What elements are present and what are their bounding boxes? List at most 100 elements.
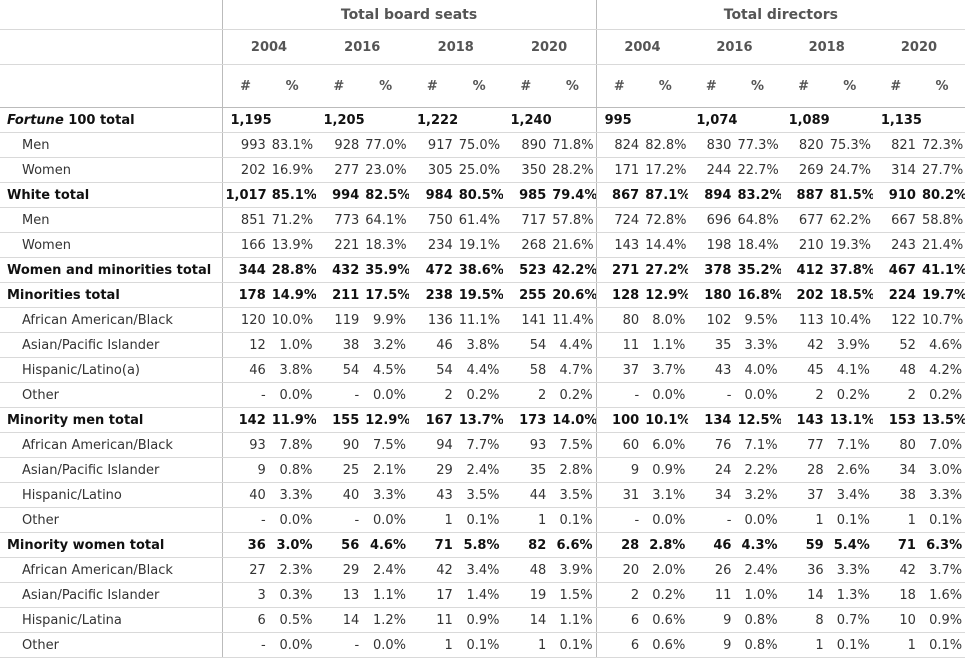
measure-header: % <box>918 64 965 108</box>
table-row: Men 993 83.1% 928 77.0% 917 75.0% 890 71.8% 824 82… <box>0 132 965 158</box>
measure-header: % <box>362 64 409 108</box>
cell: 305 <box>409 157 456 183</box>
year-header: 2020 <box>872 29 965 65</box>
row-label: Other <box>0 382 222 408</box>
measure-header: % <box>268 64 316 108</box>
table-row: White total 1,017 85.1% 994 82.5% 984 80.5% 985… <box>0 182 965 208</box>
cell: 1.0% <box>734 582 781 608</box>
table-row: Fortune 100 total 1,195 1,205 1,222 1,240 995… <box>0 107 965 133</box>
row-label-text: Men <box>22 212 50 228</box>
cell: 1 <box>872 507 919 533</box>
cell: 28 <box>595 532 643 558</box>
cell: 6 <box>221 607 269 633</box>
row-label-text: African American/Black <box>22 437 173 453</box>
cell: 64.8% <box>734 207 781 233</box>
row-label-text: African American/Black <box>22 562 173 578</box>
cell: 134 <box>688 407 735 433</box>
row-label-text: Asian/Pacific Islander <box>22 337 160 353</box>
cell: 35.2% <box>734 257 781 283</box>
table-row: Hispanic/Latino(a) 46 3.8% 54 4.5% 54 4.4% 58 4.… <box>0 357 965 383</box>
cell: 1.4% <box>455 582 503 608</box>
cell: 6.0% <box>642 432 689 458</box>
cell: 18.5% <box>826 282 873 308</box>
cell: 42 <box>872 557 919 583</box>
cell: 37 <box>595 357 643 383</box>
row-label-text: Women <box>22 237 71 253</box>
cell: 42.2% <box>549 257 597 283</box>
cell: 0.0% <box>268 632 316 658</box>
cell: 0.1% <box>826 632 873 658</box>
cell: 0.1% <box>455 507 503 533</box>
cell: 3.3% <box>734 332 781 358</box>
cell: 993 <box>221 132 269 158</box>
cell: 62.2% <box>826 207 873 233</box>
cell: 75.0% <box>455 132 503 158</box>
row-label-text: Hispanic/Latino(a) <box>22 362 140 378</box>
row-label-italic: Fortune <box>7 112 64 128</box>
cell: 2 <box>595 582 643 608</box>
cell: 11.1% <box>455 307 503 333</box>
cell: 271 <box>595 257 643 283</box>
cell: 890 <box>502 132 550 158</box>
cell: - <box>315 507 363 533</box>
cell: 58.8% <box>918 207 965 233</box>
table-row: Asian/Pacific Islander 9 0.8% 25 2.1% 29 2.4% 3… <box>0 457 965 483</box>
year-header: 2020 <box>502 29 597 65</box>
year-header: 2018 <box>780 29 873 65</box>
cell: 21.4% <box>918 232 965 258</box>
row-label: Other <box>0 507 222 533</box>
table-row: Other -0.0% -0.0% 1 0.1% 1 0.1% -0.0% -0.0% 1 0.1%… <box>0 507 965 533</box>
cell: 3.0% <box>918 457 965 483</box>
cell: - <box>315 382 363 408</box>
cell: 2.4% <box>362 557 409 583</box>
table-row: Asian/Pacific Islander 3 0.3% 13 1.1% 17 1.4% 1… <box>0 582 965 608</box>
cell: 3.5% <box>455 482 503 508</box>
cell: 80.2% <box>918 182 965 208</box>
cell: 60 <box>595 432 643 458</box>
cell: 9 <box>595 457 643 483</box>
cell: 153 <box>872 407 919 433</box>
row-label: African American/Black <box>0 432 222 458</box>
cell: 12 <box>221 332 269 358</box>
cell: 6 <box>595 632 643 658</box>
table-row: African American/Black 27 2.3% 29 2.4% 42 3.4%… <box>0 557 965 583</box>
cell: 11.9% <box>268 407 316 433</box>
cell: 0.0% <box>362 382 409 408</box>
measure-header: # <box>688 64 735 108</box>
row-label-text: Minority men total <box>7 412 144 428</box>
cell: 1 <box>409 632 456 658</box>
cell: 71.2% <box>268 207 316 233</box>
cell: 244 <box>688 157 735 183</box>
cell: 3.3% <box>826 557 873 583</box>
cell: 224 <box>872 282 919 308</box>
cell: 2.4% <box>734 557 781 583</box>
cell: 171 <box>595 157 643 183</box>
cell: 46 <box>409 332 456 358</box>
cell: 0.0% <box>642 507 689 533</box>
cell: 2.3% <box>268 557 316 583</box>
cell: 19.3% <box>826 232 873 258</box>
cell: 16.9% <box>268 157 316 183</box>
cell: 57.8% <box>549 207 597 233</box>
cell: 143 <box>780 407 827 433</box>
cell: 3.7% <box>642 357 689 383</box>
cell: 119 <box>315 307 363 333</box>
cell: 42 <box>409 557 456 583</box>
cell: 173 <box>502 407 550 433</box>
year-header: 2004 <box>221 29 316 65</box>
cell: 3.8% <box>455 332 503 358</box>
cell: 12.9% <box>362 407 409 433</box>
year-header: 2016 <box>688 29 781 65</box>
cell: 34 <box>872 457 919 483</box>
cell: 17.2% <box>642 157 689 183</box>
cell: 6.6% <box>549 532 597 558</box>
cell: 13.5% <box>918 407 965 433</box>
cell: 0.7% <box>826 607 873 633</box>
group-header: Total board seats <box>221 0 597 30</box>
cell: 3.3% <box>918 482 965 508</box>
cell: 2.2% <box>734 457 781 483</box>
cell: 4.5% <box>362 357 409 383</box>
cell: 43 <box>409 482 456 508</box>
cell: 83.2% <box>734 182 781 208</box>
cell: 10.7% <box>918 307 965 333</box>
